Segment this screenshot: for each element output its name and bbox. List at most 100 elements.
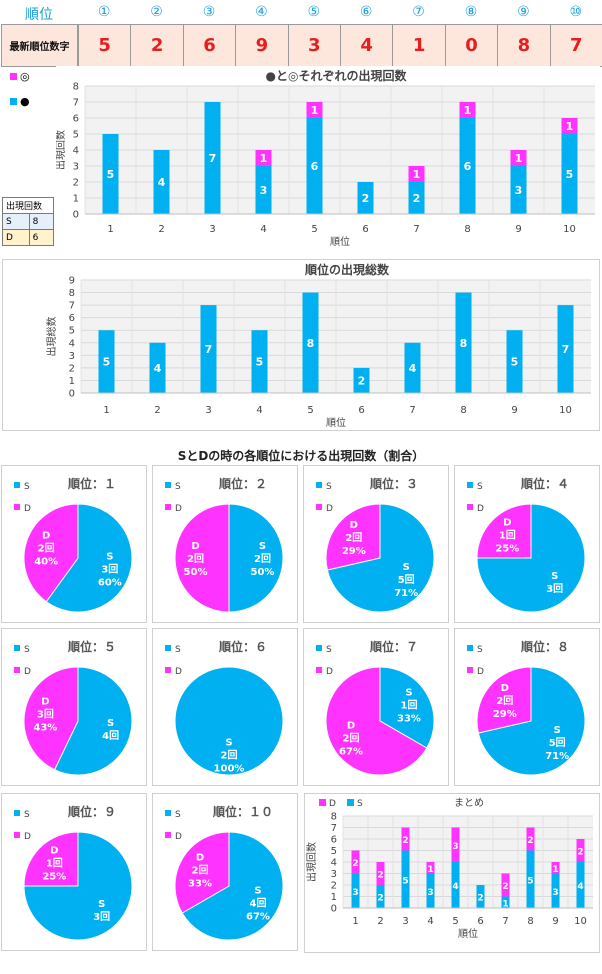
x-tick-label: 3 [209,224,215,235]
bar [306,102,323,118]
data-label: 1 [552,865,558,875]
pie-label-line: S [225,737,232,748]
latest-digit-cell: 0 [444,24,499,67]
legend-swatch-s [165,645,171,651]
legend-swatch-d [316,504,322,510]
legend-label: D [477,504,484,514]
bar [153,150,170,214]
pie-label-line: D [347,721,355,732]
pie-label-line: D [503,517,511,528]
pie-title: 順位：４ [520,476,569,491]
bar [401,827,410,851]
pie-label-line: S [98,899,105,910]
pie-label-line: 3回 [101,563,118,575]
pie-label-line: 50% [184,567,208,578]
bar [376,885,385,908]
pie-label-line: D [196,852,204,863]
pie-label-line: 43% [33,723,57,734]
y-tick-label: 7 [331,823,337,834]
legend-label: S [326,482,332,492]
data-label: 1 [515,152,523,165]
legend-label: D [477,667,484,677]
bar [426,862,435,874]
x-tick-label: 9 [515,224,521,235]
pie-label-line: 3回 [546,583,563,595]
pie-label-line: 67% [246,912,270,923]
pie-label-line: 100% [214,763,245,774]
data-label: 4 [577,882,583,892]
legend-label: D [329,799,336,809]
latest-digit-cell: 9 [235,24,289,67]
x-tick-label: 6 [358,405,364,416]
legend-label-double: ◎ [20,70,30,83]
pie-slice-d [23,503,79,603]
legend-label: D [175,667,182,677]
y-tick-label: 4 [73,146,79,157]
pie-label-line: S [403,562,410,573]
y-tick-label: 7 [69,301,75,312]
x-tick-label: 6 [362,224,368,235]
pie-panel: S D 順位：１０ S 4回 67% D 2回 33% [152,793,298,951]
rank-header-cell: ⑦ [412,4,425,20]
pie-label-line: S [405,687,412,698]
data-label: 3 [452,842,458,852]
pie-label-line: 1回 [46,857,63,869]
bar [351,873,360,908]
data-label: 2 [377,871,383,881]
rank-header-cell: ⑨ [517,4,530,20]
pie-label-d: D 2回 29% [493,683,517,720]
bar [255,150,272,166]
bar [200,305,217,393]
x-tick-label: 4 [427,916,433,927]
bar [459,118,476,214]
legend-swatch-s [467,482,473,488]
x-tick-label: 8 [527,916,533,927]
x-tick-label: 2 [154,405,160,416]
pie-label-d: D 1回 25% [42,845,66,882]
pie-title: 順位：１ [67,476,116,491]
bar [353,367,370,393]
bar [526,827,535,851]
data-label: 7 [205,343,213,356]
pie-label-s: S 5回 71% [545,725,569,762]
data-label: 1 [427,865,433,875]
pie-panel: S D 順位：４ S 3回 D 1回 25% [454,465,600,623]
y-tick-label: 4 [69,338,75,349]
data-label: 5 [107,168,115,181]
pie-label-line: S [106,551,113,562]
y-tick-label: 6 [69,313,75,324]
legend-swatch-s [14,482,20,488]
legend-label: S [175,810,181,820]
y-tick-label: 3 [69,351,75,362]
latest-digit-cell: 4 [340,24,394,67]
x-tick-label: 7 [502,916,508,927]
x-tick-label: 2 [158,224,164,235]
y-tick-label: 0 [331,904,337,915]
data-label: 1 [502,899,508,909]
pie-label-line: 3回 [93,911,110,923]
data-label: 4 [158,176,166,189]
x-tick-label: 10 [563,224,576,235]
pie-slice-s [45,503,133,613]
pie-label-line: 25% [495,543,519,554]
bar [401,850,410,908]
pie-label-line: 2回 [254,553,271,565]
pie-section-title: SとDの時の各順位における出現回数（割合） [177,449,425,463]
pie-title: 順位：２ [218,476,267,491]
pie-label-s: S 4回 67% [246,886,270,923]
y-tick-label: 6 [331,835,337,846]
bar [576,839,585,862]
legend-label: S [175,645,181,655]
pie-label-line: S [254,886,261,897]
bar [561,134,578,214]
bar [302,292,319,393]
bar [459,102,476,118]
legend-swatch-d [165,504,171,510]
data-label: 2 [502,882,508,892]
